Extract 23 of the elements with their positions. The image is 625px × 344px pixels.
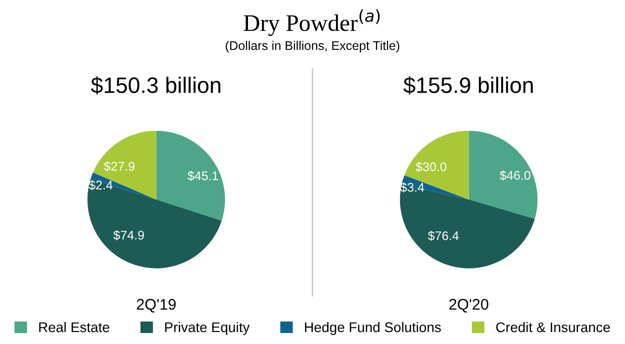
- data-label: $3.4: [400, 182, 424, 193]
- pie-slice: [400, 184, 535, 268]
- data-label: $45.1: [188, 170, 218, 181]
- data-label: $2.4: [88, 180, 113, 190]
- data-label: $27.9: [104, 161, 134, 172]
- data-label: $46.0: [500, 170, 530, 181]
- pie-slice: [156, 130, 226, 221]
- text: $155.9 billion: [404, 76, 533, 94]
- chart-title: Dry Powder$^{(a)}$: [244, 9, 380, 36]
- text: 2Q'19: [136, 298, 176, 312]
- text: 2Q'20: [449, 298, 488, 312]
- legend-label: Real Estate: [39, 322, 110, 332]
- data-label: $74.9: [113, 230, 144, 240]
- pie-slice: [468, 130, 538, 219]
- legend-label: Private Equity: [165, 322, 250, 335]
- chart-subtitle: (Dollars in Billions, Except Title): [226, 40, 400, 52]
- data-label: $76.4: [428, 230, 459, 241]
- data-label: $30.0: [416, 162, 446, 172]
- pie-slice: [90, 172, 156, 200]
- text: $150.3 billion: [91, 76, 220, 94]
- legend-label: Hedge Fund Solutions: [305, 322, 441, 335]
- pie-slice: [402, 175, 469, 200]
- legend-label: Credit & Insurance: [496, 322, 610, 332]
